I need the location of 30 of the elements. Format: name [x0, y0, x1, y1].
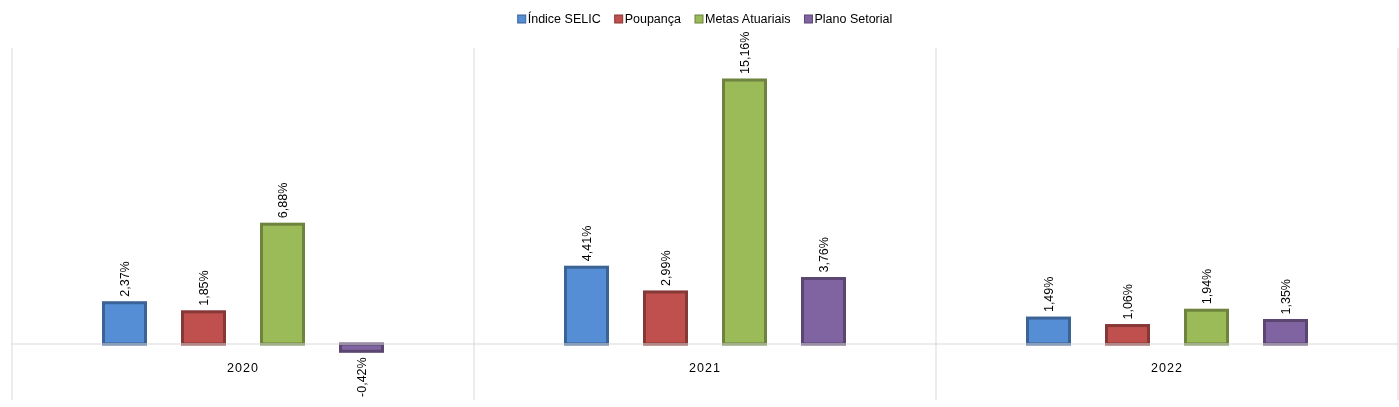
bar — [801, 277, 846, 346]
data-label: -0,42% — [354, 357, 369, 397]
bar — [564, 265, 609, 346]
bar — [1026, 316, 1071, 346]
legend-label: Metas Atuariais — [704, 12, 791, 26]
data-label: 1,06% — [1120, 284, 1135, 320]
bar — [102, 301, 147, 346]
data-label: 1,94% — [1199, 268, 1214, 305]
data-label: 2,37% — [117, 261, 132, 297]
data-label: 1,85% — [196, 270, 211, 306]
bar — [1184, 308, 1229, 346]
bar — [1105, 324, 1150, 346]
x-tick-label: 2021 — [689, 361, 721, 375]
bar — [722, 78, 767, 346]
bar — [181, 310, 226, 346]
data-label: 1,49% — [1041, 276, 1056, 313]
data-label: 15,16% — [737, 31, 752, 74]
legend-label: Plano Setorial — [814, 12, 893, 26]
bar — [643, 290, 688, 346]
bar — [260, 222, 305, 346]
data-label: 4,41% — [579, 225, 594, 262]
legend-label: Índice SELIC — [527, 11, 601, 26]
data-label: 3,76% — [816, 237, 831, 273]
bar — [1263, 318, 1308, 346]
data-label: 2,99% — [658, 250, 673, 286]
x-tick-label: 2022 — [1151, 361, 1183, 375]
data-label: 1,35% — [1278, 279, 1293, 315]
x-tick-label: 2020 — [227, 361, 259, 375]
data-label: 6,88% — [275, 182, 290, 219]
legend-label: Poupança — [624, 12, 682, 26]
